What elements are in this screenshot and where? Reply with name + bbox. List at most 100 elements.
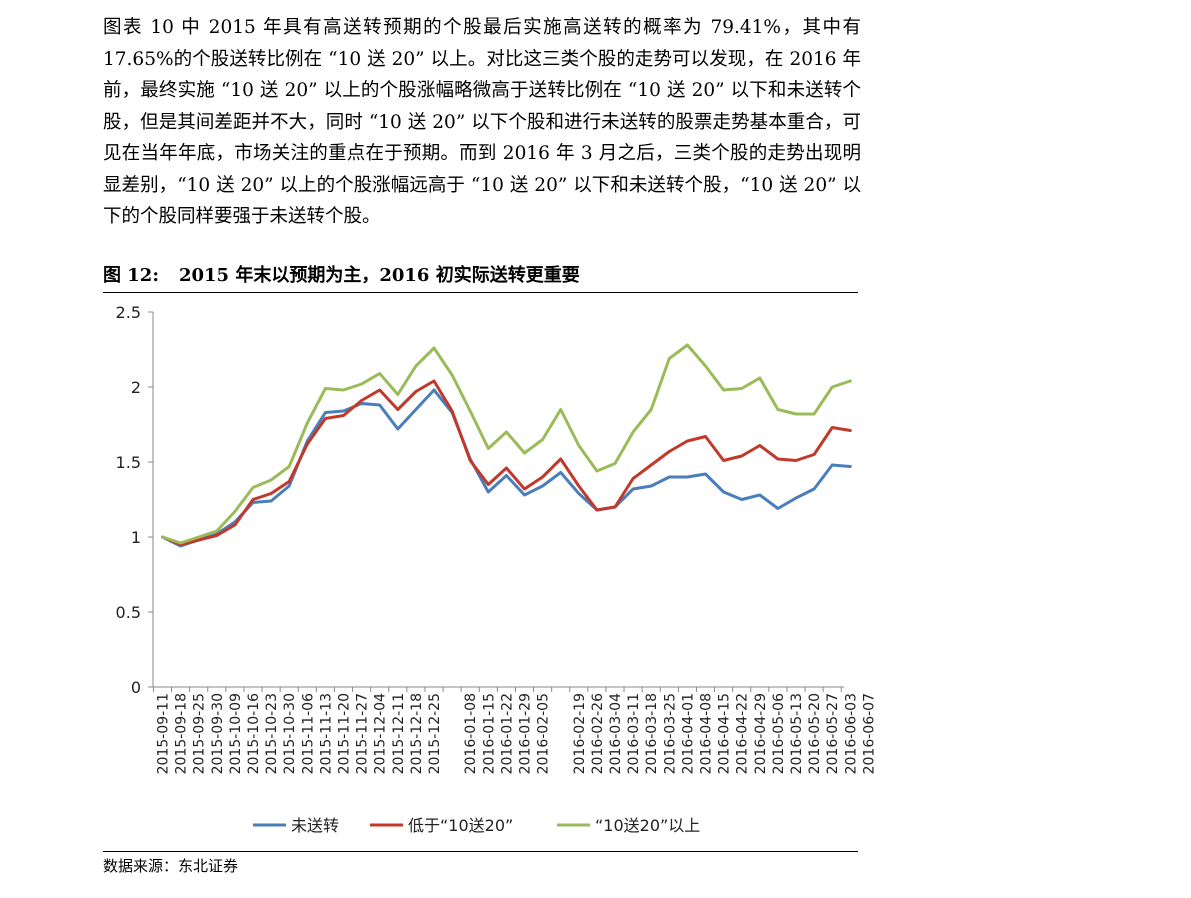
x-tick-label: 2016-01-29: [518, 693, 534, 774]
x-tick-label: 2016-03-11: [626, 693, 642, 774]
data-point: [849, 465, 852, 468]
legend-label: 未送转: [291, 816, 339, 835]
x-tick-label: 2016-05-06: [771, 693, 787, 774]
x-tick-label: 2016-02-19: [572, 693, 588, 774]
series-line-1: [161, 379, 852, 546]
data-point: [197, 535, 200, 539]
x-tick-label: 2015-12-11: [391, 693, 407, 774]
data-point: [704, 364, 707, 368]
data-point: [432, 379, 436, 383]
data-point: [686, 343, 689, 347]
data-point: [740, 387, 743, 390]
data-point: [269, 499, 273, 503]
y-tick-label: 0: [131, 678, 141, 697]
data-point: [812, 453, 816, 456]
data-point: [215, 529, 218, 533]
data-point: [378, 388, 381, 392]
x-tick-label: 2015-09-18: [174, 693, 190, 774]
x-tick-label: 2016-05-13: [789, 693, 805, 774]
data-point: [288, 480, 291, 483]
data-point: [631, 430, 635, 434]
data-point: [849, 429, 852, 432]
figure-number: 图 12:: [103, 265, 159, 286]
data-point: [523, 487, 526, 491]
data-point: [342, 409, 345, 413]
data-point: [469, 459, 472, 462]
x-tick-label: 2016-04-08: [699, 693, 715, 774]
x-tick-label: 2015-09-30: [210, 693, 226, 774]
data-point: [631, 477, 635, 480]
y-tick-label: 2.5: [116, 303, 141, 322]
data-point: [831, 385, 834, 389]
data-point: [686, 475, 689, 479]
x-tick-label: 2016-06-07: [861, 693, 877, 774]
data-point: [740, 454, 743, 458]
x-tick-label: 2015-12-25: [427, 693, 443, 774]
x-axis-ticks: 2015-09-11 2015-09-18 2015-09-25 2015-09-30…: [152, 687, 877, 774]
data-point: [523, 451, 526, 455]
data-point: [704, 435, 707, 438]
data-point: [233, 510, 237, 513]
analysis-paragraph: 图表 10 中 2015 年具有高送转预期的个股最后实施高送转的概率为 79.4…: [103, 17, 861, 227]
x-tick-label: 2016-03-18: [644, 693, 660, 774]
data-point: [450, 373, 454, 377]
data-point: [269, 492, 273, 495]
x-tick-label: 2016-02-26: [590, 693, 606, 774]
data-point: [288, 465, 291, 468]
data-point: [541, 484, 544, 488]
data-point: [631, 487, 635, 491]
data-point: [342, 414, 345, 417]
y-axis-ticks: 0 0.5 1 1.5 2 2.5: [116, 303, 153, 697]
x-tick-label: 2016-04-15: [717, 693, 733, 774]
x-tick-label: 2015-11-06: [300, 693, 316, 774]
data-point: [306, 421, 309, 425]
data-point: [831, 463, 834, 467]
data-point: [595, 469, 599, 473]
data-point: [505, 430, 508, 434]
data-point: [686, 439, 689, 443]
figure-caption: 2015 年末以预期为主，2016 初实际送转更重要: [178, 265, 580, 286]
data-point: [794, 459, 798, 462]
data-point: [559, 457, 562, 461]
x-tick-label: 2016-01-15: [481, 693, 497, 774]
data-point: [758, 444, 761, 447]
data-point: [342, 388, 345, 392]
data-point: [812, 412, 816, 416]
series-line-2: [161, 343, 852, 545]
data-point: [523, 493, 526, 497]
x-tick-label: 2015-10-30: [282, 693, 298, 774]
data-point: [414, 364, 418, 368]
data-point: [559, 471, 562, 474]
data-point: [650, 463, 653, 467]
data-point: [233, 523, 237, 527]
data-point: [324, 417, 327, 420]
data-point: [595, 508, 599, 512]
data-point: [758, 493, 761, 497]
data-point: [197, 538, 200, 542]
x-tick-label: 2016-01-22: [499, 693, 515, 774]
data-point: [396, 427, 399, 431]
data-point: [288, 484, 291, 488]
data-point: [812, 487, 816, 491]
x-tick-label: 2015-12-04: [373, 693, 389, 774]
x-tick-label: 2015-12-18: [409, 693, 425, 774]
x-tick-label: 2016-01-08: [463, 693, 479, 774]
data-point: [541, 475, 544, 479]
data-point: [650, 484, 653, 488]
x-tick-label: 2016-05-27: [825, 693, 841, 774]
data-point: [613, 462, 617, 465]
data-point: [324, 411, 327, 414]
series-lines: [161, 343, 852, 548]
x-tick-label: 2015-11-20: [337, 693, 353, 774]
data-point: [360, 382, 363, 386]
data-point: [251, 486, 255, 489]
legend: 未送转 低于“10送20” “10送20”以上: [253, 816, 700, 835]
x-tick-label: 2015-09-11: [156, 693, 172, 774]
data-point: [577, 484, 580, 488]
data-point: [505, 466, 508, 470]
data-point: [215, 534, 218, 537]
y-tick-label: 1: [131, 528, 141, 547]
data-point: [161, 535, 164, 539]
data-point: [360, 399, 363, 402]
